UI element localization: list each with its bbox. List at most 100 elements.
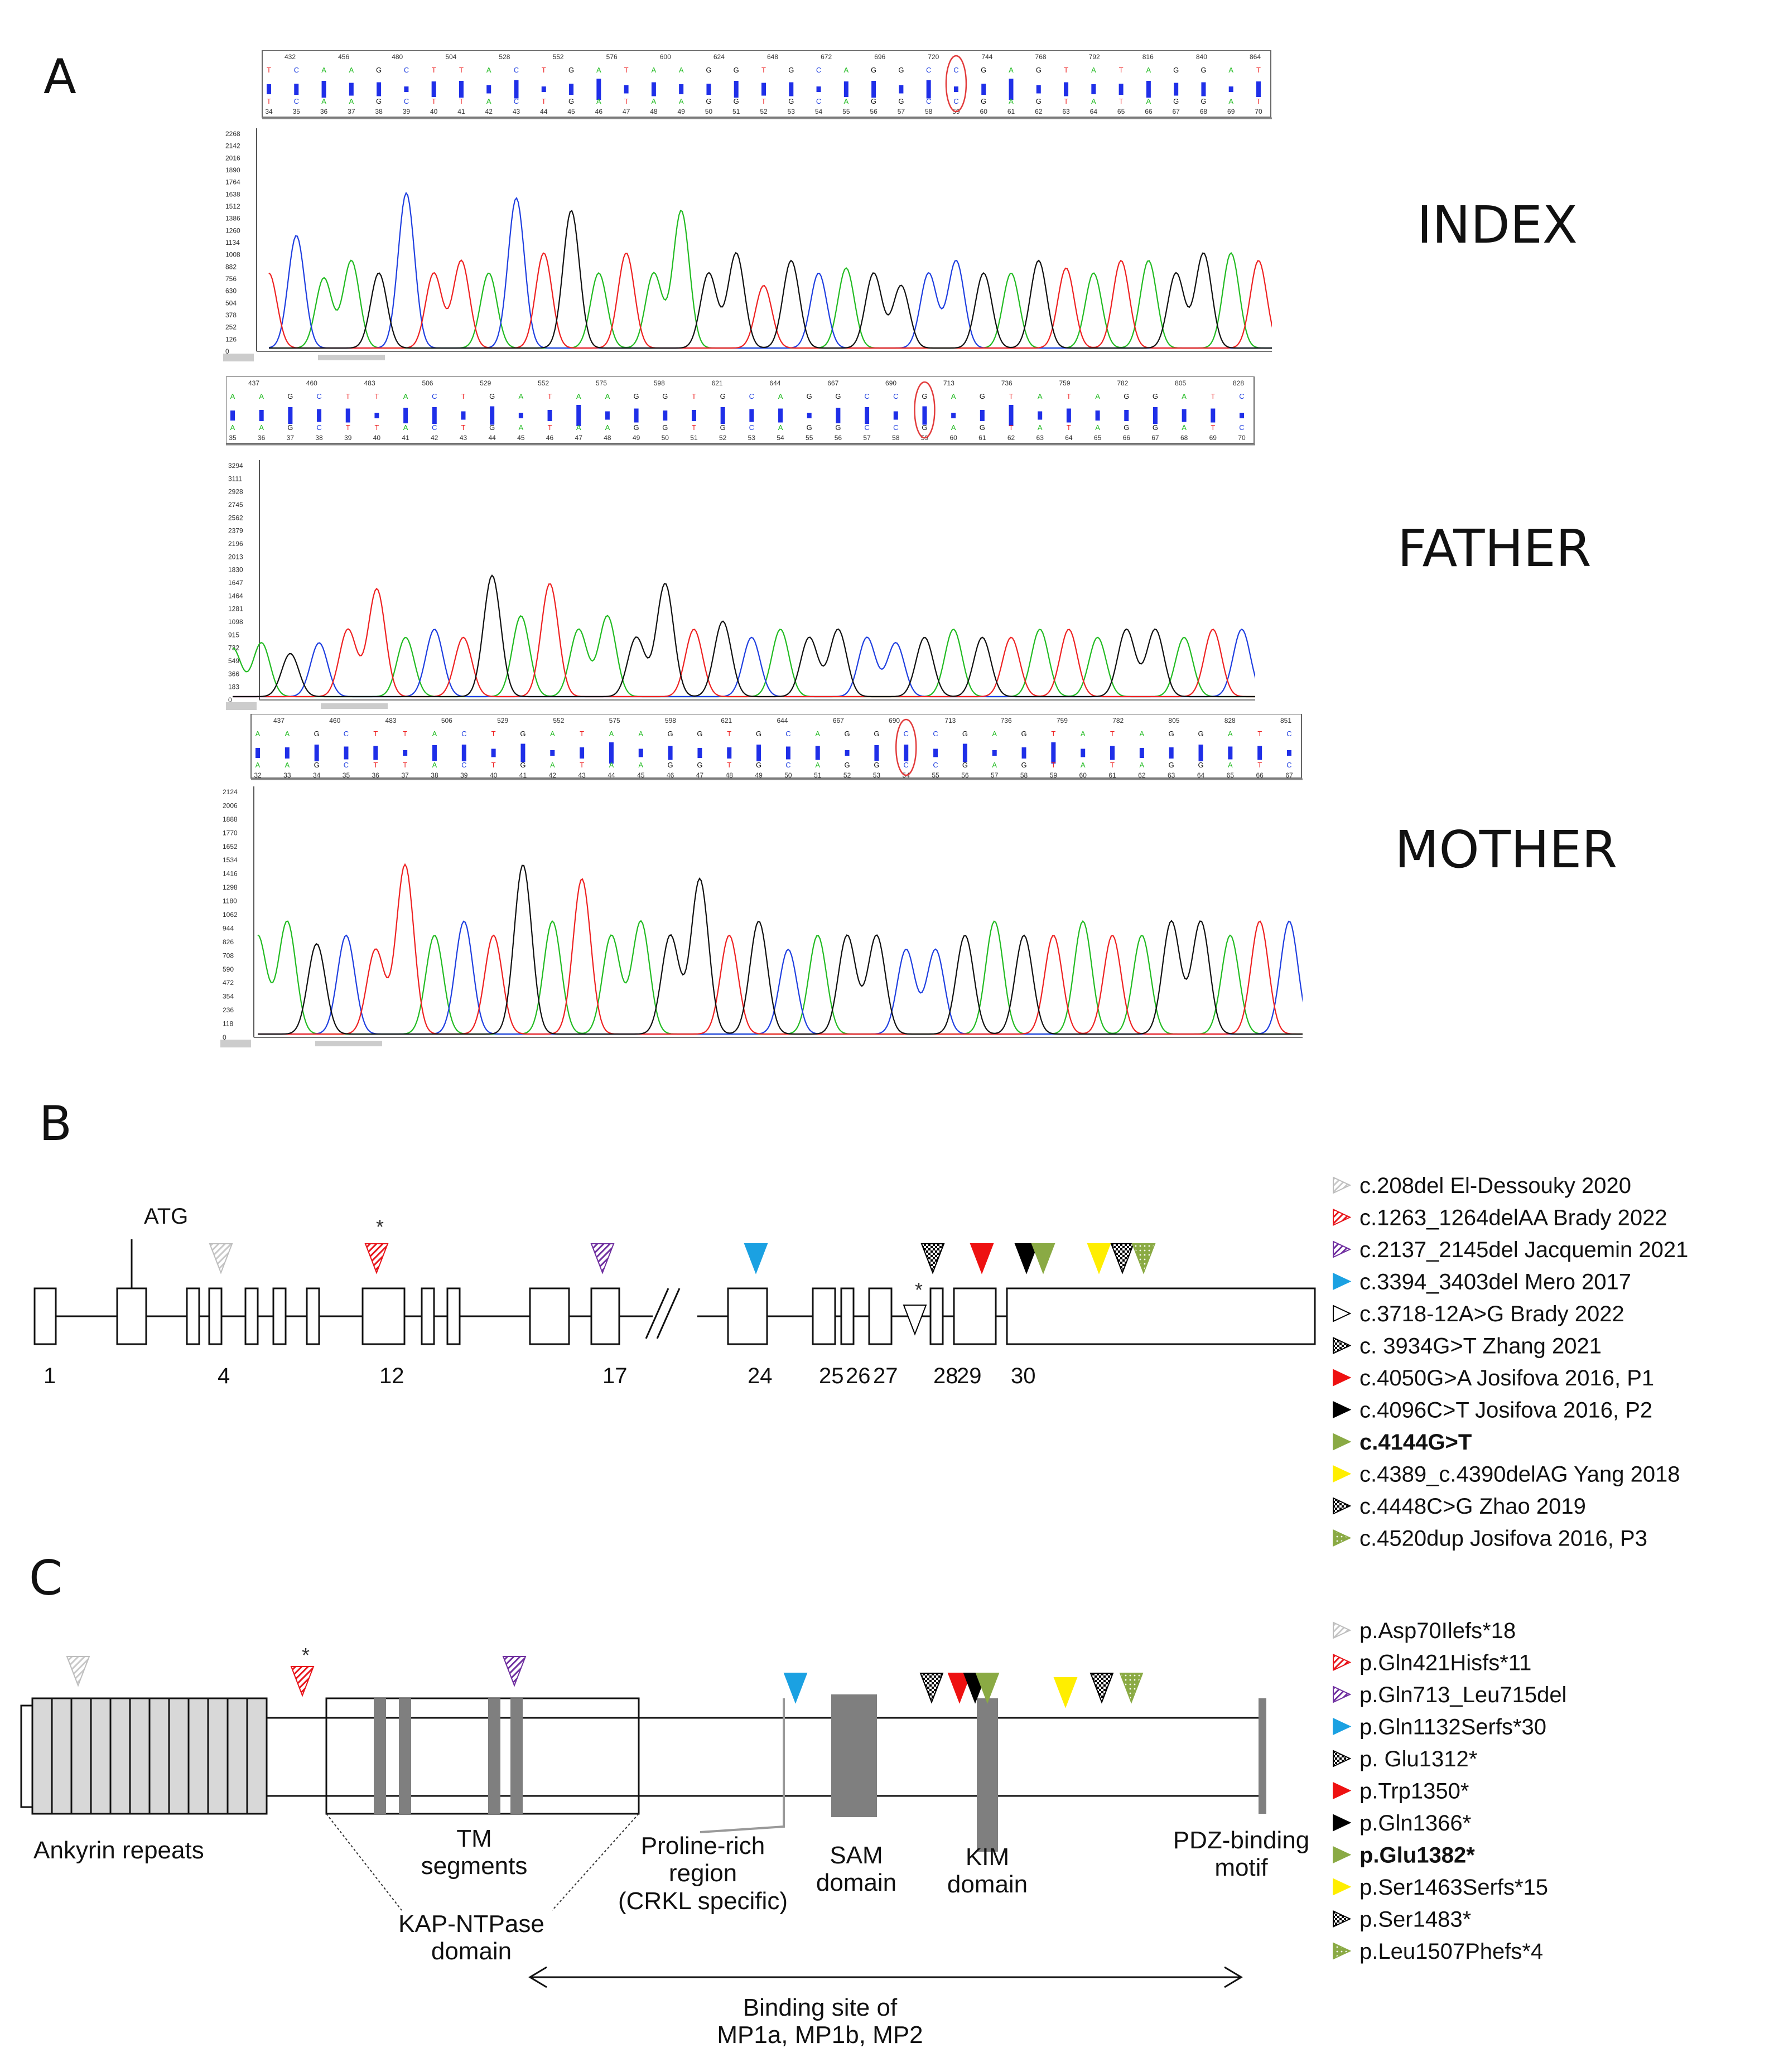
base-call: A [1228, 761, 1233, 769]
position-label: 690 [889, 717, 900, 725]
base-number: 44 [608, 771, 615, 779]
base-number: 34 [265, 108, 273, 115]
base-call: C [344, 761, 349, 769]
base-call: A [321, 66, 326, 74]
base-number: 38 [431, 771, 438, 779]
base-call: G [489, 423, 495, 432]
quality-bar [691, 410, 696, 421]
quality-bar [349, 83, 354, 96]
quality-bar [431, 81, 436, 97]
base-number: 56 [961, 771, 969, 779]
base-number: 48 [604, 434, 611, 442]
quality-bar [679, 84, 684, 94]
base-call: G [734, 66, 739, 74]
legend-b-item: c.4389_c.4390delAG Yang 2018 [1359, 1462, 1680, 1487]
base-call: A [1095, 423, 1100, 432]
base-call: G [706, 66, 711, 74]
base-call: T [1119, 97, 1124, 105]
quality-bar [285, 747, 290, 759]
variant-marker [920, 1243, 945, 1274]
base-call: G [756, 730, 761, 738]
base-call: A [259, 423, 264, 432]
legend-marker [1333, 1781, 1352, 1800]
label-kap-ntpase: KAP-NTPase domain [398, 1910, 544, 1965]
base-call: G [1036, 66, 1042, 74]
base-call: G [981, 66, 986, 74]
base-call: T [346, 423, 350, 432]
base-number: 46 [667, 771, 674, 779]
ankyrin-repeat [51, 1697, 73, 1815]
legend-c-item: p.Trp1350* [1359, 1779, 1469, 1804]
y-tick-label: 2006 [223, 801, 238, 809]
base-call: A [255, 761, 261, 769]
base-call: C [816, 97, 821, 105]
base-call: C [316, 423, 321, 432]
base-number: 61 [1007, 108, 1015, 115]
base-call: A [230, 392, 235, 400]
base-call: C [749, 392, 754, 400]
base-call: A [815, 730, 820, 738]
exon-number-label: 24 [748, 1364, 773, 1388]
y-tick-label: 472 [223, 979, 234, 987]
legend-b-item: c.3394_3403del Mero 2017 [1359, 1270, 1631, 1295]
position-label: 598 [654, 379, 665, 387]
quality-bar [1009, 405, 1014, 426]
base-number: 51 [732, 108, 740, 115]
quality-bar [1146, 81, 1151, 98]
base-call: A [951, 423, 956, 432]
y-tick-label: 1180 [223, 897, 237, 905]
quality-bar [518, 413, 523, 418]
base-call: C [785, 730, 790, 738]
base-call: G [1153, 423, 1158, 432]
ankyrin-repeat [246, 1697, 268, 1815]
base-number: 64 [1197, 771, 1205, 779]
base-call: T [1211, 423, 1215, 432]
legend-marker [1333, 1621, 1352, 1639]
legend-marker [1333, 1240, 1352, 1258]
base-number: 63 [1168, 771, 1175, 779]
y-tick-label: 1281 [228, 605, 243, 613]
base-call: A [652, 97, 657, 105]
base-call: A [255, 730, 261, 738]
asterisk-marker: * [302, 1644, 310, 1667]
base-call: A [609, 761, 614, 769]
panel-label-a: A [44, 49, 76, 105]
variant-marker [209, 1243, 233, 1274]
y-tick-label: 1008 [225, 251, 240, 259]
base-call: C [749, 423, 754, 432]
exon-number-label: 29 [957, 1364, 982, 1388]
y-tick-label: 1386 [225, 215, 240, 223]
exon-box [208, 1287, 223, 1345]
base-number: 49 [755, 771, 763, 779]
quality-bar [816, 86, 821, 92]
y-tick-label: 915 [228, 631, 239, 639]
variant-marker [903, 1305, 927, 1336]
base-number: 35 [293, 108, 301, 115]
exon-number-label: 28 [933, 1364, 958, 1388]
legend-marker [1333, 1942, 1352, 1960]
base-call: C [893, 392, 898, 400]
base-call: T [1067, 392, 1071, 400]
quality-bar [706, 84, 711, 95]
base-number: 57 [991, 771, 999, 779]
base-number: 51 [690, 434, 698, 442]
legend-c-item: p.Gln1132Serfs*30 [1359, 1715, 1546, 1740]
position-label: 460 [329, 717, 340, 725]
base-call: T [1064, 66, 1068, 74]
atg-label: ATG [144, 1204, 188, 1229]
base-call: G [874, 761, 879, 769]
base-call: T [1256, 97, 1261, 105]
y-tick-label: 0 [228, 696, 232, 704]
base-call: A [403, 423, 408, 432]
base-call: A [1038, 392, 1043, 400]
legend-marker [1333, 1272, 1352, 1291]
position-label: 552 [553, 717, 564, 725]
base-number: 62 [1138, 771, 1146, 779]
exon-box [868, 1287, 893, 1345]
exon-box [446, 1287, 461, 1345]
base-number: 48 [726, 771, 734, 779]
variant-marker [66, 1656, 90, 1687]
base-number: 68 [1200, 108, 1208, 115]
base-number: 48 [650, 108, 658, 115]
base-number: 42 [549, 771, 557, 779]
